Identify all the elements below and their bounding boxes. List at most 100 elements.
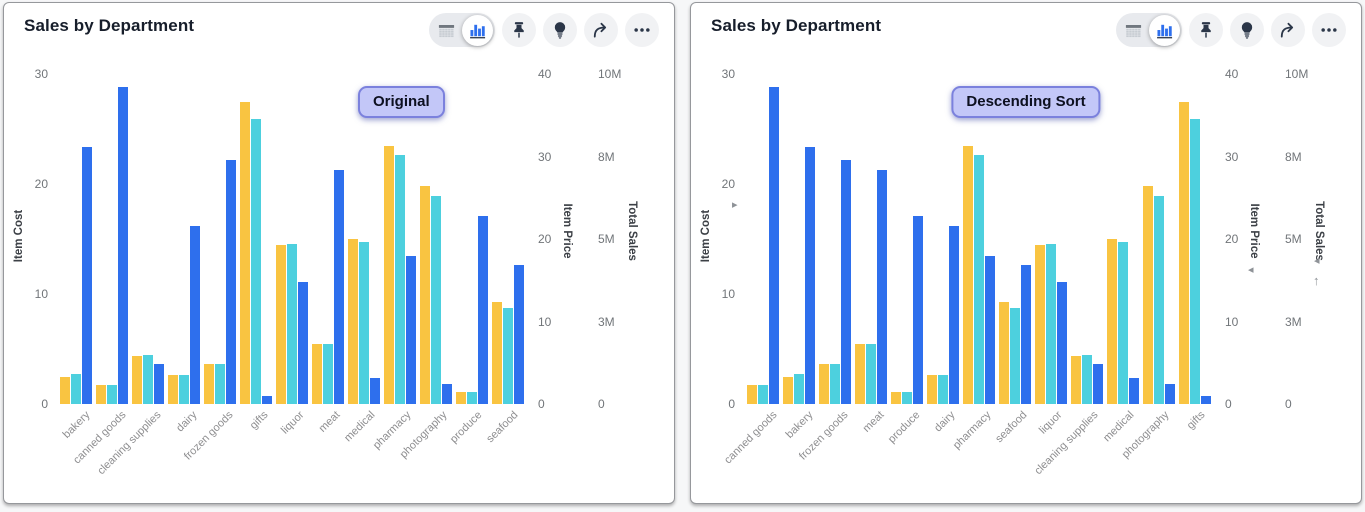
- bar-item-price-meat[interactable]: [866, 343, 876, 404]
- share-button[interactable]: [1271, 13, 1305, 47]
- bar-total-sales-medical[interactable]: [370, 377, 380, 404]
- bar-total-sales-liquor[interactable]: [298, 281, 308, 404]
- table-view-button[interactable]: [1118, 15, 1149, 46]
- bar-item-cost-cleaning-supplies[interactable]: [1071, 355, 1081, 404]
- bar-item-price-liquor[interactable]: [1046, 244, 1056, 404]
- bar-total-sales-frozen-goods[interactable]: [226, 159, 236, 404]
- bar-item-cost-photography[interactable]: [1143, 186, 1153, 404]
- bar-item-price-seafood[interactable]: [1010, 307, 1020, 404]
- share-button[interactable]: [584, 13, 618, 47]
- bar-total-sales-dairy[interactable]: [190, 225, 200, 404]
- bar-total-sales-medical[interactable]: [1129, 377, 1139, 404]
- bar-group-photography: [1143, 74, 1175, 404]
- pin-button[interactable]: [502, 13, 536, 47]
- insights-button[interactable]: [543, 13, 577, 47]
- bar-item-cost-meat[interactable]: [312, 343, 322, 404]
- bar-total-sales-canned-goods[interactable]: [769, 87, 779, 404]
- sort-indicator-total-sales[interactable]: ◂: [1314, 255, 1320, 267]
- bar-total-sales-gifts[interactable]: [262, 395, 272, 404]
- bar-total-sales-canned-goods[interactable]: [118, 87, 128, 404]
- sort-indicator-item-price[interactable]: ◂: [1248, 264, 1254, 276]
- bar-total-sales-meat[interactable]: [877, 169, 887, 404]
- bar-item-cost-produce[interactable]: [456, 391, 466, 404]
- bar-item-price-dairy[interactable]: [179, 375, 189, 404]
- bar-item-cost-dairy[interactable]: [927, 375, 937, 404]
- bar-item-price-photography[interactable]: [1154, 196, 1164, 404]
- bar-item-price-frozen-goods[interactable]: [215, 364, 225, 404]
- bar-total-sales-seafood[interactable]: [514, 265, 524, 404]
- bar-item-price-gifts[interactable]: [251, 119, 261, 404]
- bar-item-cost-cleaning-supplies[interactable]: [132, 355, 142, 404]
- bar-item-cost-seafood[interactable]: [492, 301, 502, 404]
- y-tick-item-cost-30: 30: [721, 67, 735, 81]
- bar-item-cost-seafood[interactable]: [999, 301, 1009, 404]
- bar-item-price-dairy[interactable]: [938, 375, 948, 404]
- bar-total-sales-pharmacy[interactable]: [406, 255, 416, 404]
- bar-item-price-medical[interactable]: [1118, 242, 1128, 404]
- bar-item-price-pharmacy[interactable]: [395, 154, 405, 404]
- bar-item-price-frozen-goods[interactable]: [830, 364, 840, 404]
- y-tick-item-price-30: 30: [538, 149, 552, 164]
- bar-item-price-seafood[interactable]: [503, 307, 513, 404]
- bar-item-cost-canned-goods[interactable]: [747, 385, 757, 404]
- bar-item-price-gifts[interactable]: [1190, 119, 1200, 404]
- bar-total-sales-cleaning-supplies[interactable]: [154, 364, 164, 404]
- bar-total-sales-produce[interactable]: [478, 215, 488, 404]
- bar-item-cost-frozen-goods[interactable]: [204, 364, 214, 404]
- bar-item-cost-gifts[interactable]: [240, 101, 250, 404]
- bar-item-price-cleaning-supplies[interactable]: [143, 354, 153, 404]
- bar-item-price-canned-goods[interactable]: [758, 385, 768, 404]
- table-view-button[interactable]: [431, 15, 462, 46]
- bar-item-cost-pharmacy[interactable]: [963, 145, 973, 404]
- sort-indicator-total-sales-direction[interactable]: ↑: [1313, 273, 1320, 288]
- bar-item-price-produce[interactable]: [902, 391, 912, 404]
- bar-total-sales-cleaning-supplies[interactable]: [1093, 364, 1103, 404]
- bar-item-price-photography[interactable]: [431, 196, 441, 404]
- bar-item-cost-liquor[interactable]: [1035, 244, 1045, 404]
- bar-item-cost-medical[interactable]: [1107, 239, 1117, 404]
- bar-item-cost-produce[interactable]: [891, 391, 901, 404]
- bar-chart-view-button[interactable]: [1149, 14, 1180, 46]
- more-options-button[interactable]: [1312, 13, 1346, 47]
- bar-total-sales-photography[interactable]: [442, 384, 452, 404]
- bar-chart-view-button[interactable]: [462, 14, 493, 46]
- bar-total-sales-seafood[interactable]: [1021, 265, 1031, 404]
- bar-total-sales-pharmacy[interactable]: [985, 255, 995, 404]
- bar-total-sales-meat[interactable]: [334, 169, 344, 404]
- bar-item-cost-photography[interactable]: [420, 186, 430, 404]
- bar-total-sales-gifts[interactable]: [1201, 395, 1211, 404]
- bar-total-sales-frozen-goods[interactable]: [841, 159, 851, 404]
- bar-item-price-meat[interactable]: [323, 343, 333, 404]
- bar-item-cost-bakery[interactable]: [60, 376, 70, 404]
- bar-item-cost-gifts[interactable]: [1179, 101, 1189, 404]
- bar-item-price-pharmacy[interactable]: [974, 154, 984, 404]
- y-tick-item-cost-30: 30: [34, 67, 48, 81]
- bar-item-cost-liquor[interactable]: [276, 244, 286, 404]
- bar-total-sales-bakery[interactable]: [82, 146, 92, 404]
- bar-item-price-produce[interactable]: [467, 391, 477, 404]
- bar-item-cost-pharmacy[interactable]: [384, 145, 394, 404]
- bar-item-price-cleaning-supplies[interactable]: [1082, 354, 1092, 404]
- bar-item-cost-medical[interactable]: [348, 239, 358, 404]
- y-axis-ticks-item-price: 40 30 20 10 0: [538, 3, 580, 503]
- bar-item-price-bakery[interactable]: [794, 373, 804, 404]
- bar-item-cost-meat[interactable]: [855, 343, 865, 404]
- bar-item-cost-dairy[interactable]: [168, 375, 178, 404]
- bar-item-cost-bakery[interactable]: [783, 376, 793, 404]
- more-options-button[interactable]: [625, 13, 659, 47]
- x-label-gifts: gifts: [248, 409, 271, 432]
- bar-item-price-liquor[interactable]: [287, 244, 297, 404]
- bar-total-sales-bakery[interactable]: [805, 146, 815, 404]
- bar-total-sales-produce[interactable]: [913, 215, 923, 404]
- insights-button[interactable]: [1230, 13, 1264, 47]
- sort-indicator-item-cost[interactable]: ▸: [732, 199, 738, 211]
- bar-item-price-bakery[interactable]: [71, 373, 81, 404]
- bar-item-price-canned-goods[interactable]: [107, 385, 117, 404]
- bar-total-sales-dairy[interactable]: [949, 225, 959, 404]
- bar-item-cost-frozen-goods[interactable]: [819, 364, 829, 404]
- pin-button[interactable]: [1189, 13, 1223, 47]
- bar-item-price-medical[interactable]: [359, 242, 369, 404]
- bar-total-sales-photography[interactable]: [1165, 384, 1175, 404]
- bar-item-cost-canned-goods[interactable]: [96, 385, 106, 404]
- bar-total-sales-liquor[interactable]: [1057, 281, 1067, 404]
